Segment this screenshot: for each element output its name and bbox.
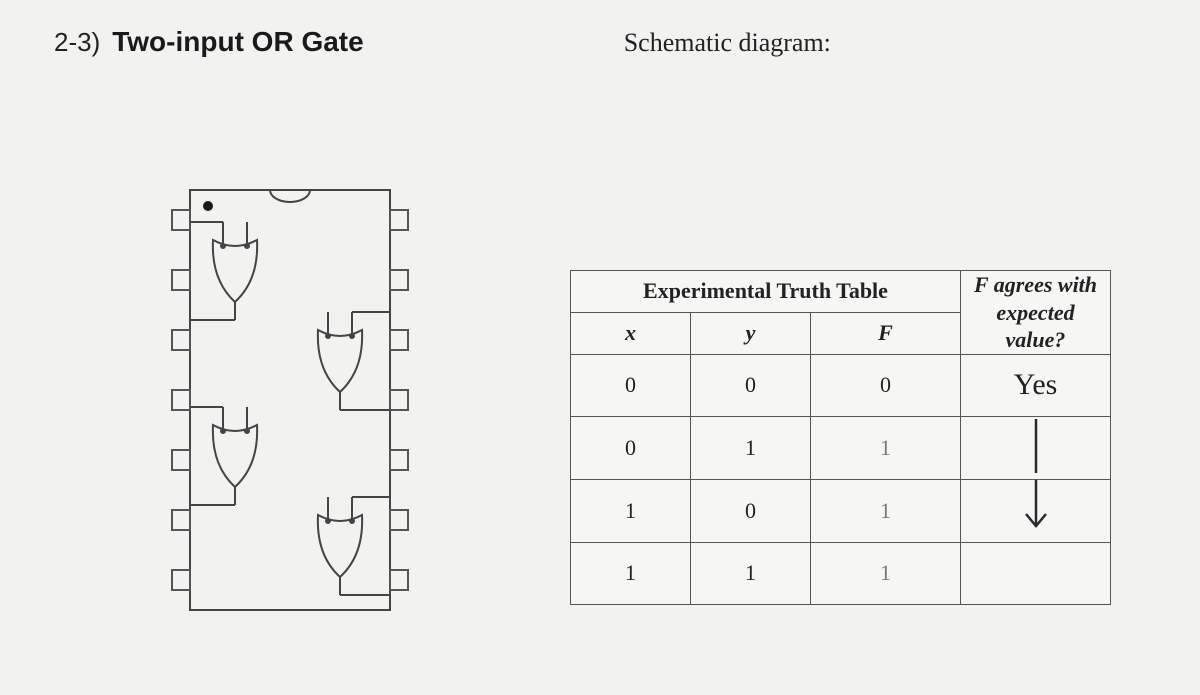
cell-x: 1 <box>571 479 691 542</box>
col-F: F <box>811 312 961 354</box>
gate-title: Two-input OR Gate <box>112 26 363 57</box>
cell-x: 1 <box>571 542 691 604</box>
col-y: y <box>691 312 811 354</box>
schematic-label: Schematic diagram: <box>624 28 831 58</box>
cell-F: 1 <box>811 542 961 604</box>
ic-chip-diagram <box>150 170 430 635</box>
truth-table: Experimental Truth Table F agrees with e… <box>570 270 1111 605</box>
table-row: 1 1 1 <box>571 542 1111 604</box>
cell-y: 1 <box>691 416 811 479</box>
col-x: x <box>571 312 691 354</box>
cell-agrees <box>961 416 1111 479</box>
cell-y: 0 <box>691 479 811 542</box>
table-row: 0 0 0 Yes <box>571 354 1111 416</box>
cell-y: 0 <box>691 354 811 416</box>
cell-agrees <box>961 479 1111 542</box>
cell-x: 0 <box>571 354 691 416</box>
cell-F: 0 <box>811 354 961 416</box>
worksheet-page: 2-3) Two-input OR Gate Schematic diagram… <box>0 0 1200 695</box>
question-number: 2-3) Two-input OR Gate <box>54 26 364 58</box>
cell-x: 0 <box>571 416 691 479</box>
truth-table-title: Experimental Truth Table <box>571 271 961 313</box>
cell-F: 1 <box>811 416 961 479</box>
cell-agrees: Yes <box>961 354 1111 416</box>
cell-y: 1 <box>691 542 811 604</box>
header-row: 2-3) Two-input OR Gate Schematic diagram… <box>54 26 1170 58</box>
ditto-arrow-icon <box>1016 480 1056 536</box>
table-row: 0 1 1 <box>571 416 1111 479</box>
ditto-arrow-icon <box>1016 417 1056 473</box>
cell-F: 1 <box>811 479 961 542</box>
cell-agrees <box>961 542 1111 604</box>
table-row: 1 0 1 <box>571 479 1111 542</box>
agree-header: F agrees with expected value? <box>961 271 1111 355</box>
